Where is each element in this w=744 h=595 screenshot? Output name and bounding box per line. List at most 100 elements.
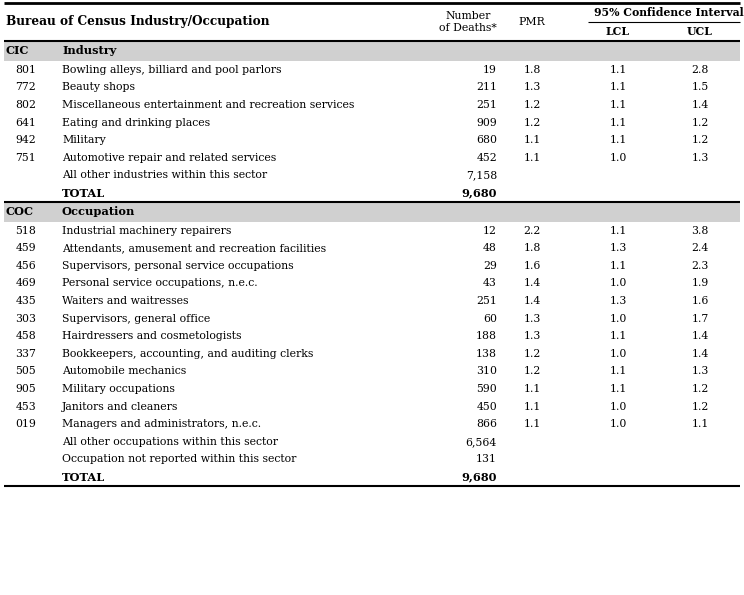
Text: 1.2: 1.2 [691, 118, 709, 127]
Text: 1.4: 1.4 [523, 278, 541, 289]
Text: 452: 452 [476, 153, 497, 163]
Text: Industry: Industry [62, 45, 116, 57]
Text: 2.3: 2.3 [691, 261, 709, 271]
Text: Occupation: Occupation [62, 206, 135, 217]
Text: LCL: LCL [606, 26, 630, 37]
Text: 3.8: 3.8 [691, 226, 709, 236]
Text: 1.3: 1.3 [691, 367, 709, 377]
Text: 1.1: 1.1 [523, 419, 541, 429]
Text: Number
of Deaths*: Number of Deaths* [439, 11, 497, 33]
Text: 1.1: 1.1 [609, 367, 626, 377]
Text: 1.8: 1.8 [523, 243, 541, 253]
Text: 458: 458 [15, 331, 36, 341]
Text: 1.0: 1.0 [609, 278, 626, 289]
Text: 1.1: 1.1 [523, 402, 541, 412]
Text: 1.4: 1.4 [691, 331, 708, 341]
Text: COC: COC [6, 206, 34, 217]
Text: Managers and administrators, n.e.c.: Managers and administrators, n.e.c. [62, 419, 261, 429]
Text: 680: 680 [476, 135, 497, 145]
Text: 1.0: 1.0 [609, 419, 626, 429]
Text: 29: 29 [483, 261, 497, 271]
Text: 1.1: 1.1 [609, 226, 626, 236]
Text: Bureau of Census Industry/Occupation: Bureau of Census Industry/Occupation [6, 15, 269, 29]
Text: CIC: CIC [6, 45, 29, 57]
Text: 1.2: 1.2 [523, 100, 541, 110]
Text: 456: 456 [15, 261, 36, 271]
Text: 1.0: 1.0 [609, 314, 626, 324]
Text: Automobile mechanics: Automobile mechanics [62, 367, 186, 377]
Text: 1.3: 1.3 [523, 314, 541, 324]
Text: 48: 48 [483, 243, 497, 253]
Text: 590: 590 [476, 384, 497, 394]
Text: Bookkeepers, accounting, and auditing clerks: Bookkeepers, accounting, and auditing cl… [62, 349, 313, 359]
Text: 1.3: 1.3 [691, 153, 709, 163]
Text: Military: Military [62, 135, 106, 145]
Text: PMR: PMR [519, 17, 545, 27]
Text: 1.2: 1.2 [691, 135, 709, 145]
Text: 450: 450 [476, 402, 497, 412]
Text: 211: 211 [476, 82, 497, 92]
Text: 303: 303 [15, 314, 36, 324]
Text: 909: 909 [476, 118, 497, 127]
Text: Industrial machinery repairers: Industrial machinery repairers [62, 226, 231, 236]
Text: 1.0: 1.0 [609, 349, 626, 359]
Bar [4, 202, 740, 222]
Text: 9,680: 9,680 [461, 471, 497, 483]
Text: 1.1: 1.1 [609, 65, 626, 75]
Text: 7,158: 7,158 [466, 170, 497, 180]
Text: 019: 019 [15, 419, 36, 429]
Text: 9,680: 9,680 [461, 187, 497, 199]
Text: 2.2: 2.2 [523, 226, 541, 236]
Text: 1.1: 1.1 [609, 384, 626, 394]
Text: 337: 337 [15, 349, 36, 359]
Text: UCL: UCL [687, 26, 713, 37]
Text: Supervisors, personal service occupations: Supervisors, personal service occupation… [62, 261, 294, 271]
Text: 1.9: 1.9 [691, 278, 708, 289]
Text: 2.8: 2.8 [691, 65, 709, 75]
Text: Automotive repair and related services: Automotive repair and related services [62, 153, 276, 163]
Text: 1.2: 1.2 [523, 367, 541, 377]
Text: 1.0: 1.0 [609, 402, 626, 412]
Text: 1.1: 1.1 [609, 331, 626, 341]
Text: TOTAL: TOTAL [62, 187, 105, 199]
Text: 905: 905 [15, 384, 36, 394]
Text: Eating and drinking places: Eating and drinking places [62, 118, 210, 127]
Text: All other industries within this sector: All other industries within this sector [62, 170, 267, 180]
Text: 251: 251 [476, 296, 497, 306]
Text: 435: 435 [15, 296, 36, 306]
Text: Beauty shops: Beauty shops [62, 82, 135, 92]
Text: Military occupations: Military occupations [62, 384, 175, 394]
Text: 1.4: 1.4 [691, 100, 708, 110]
Text: Waiters and waitresses: Waiters and waitresses [62, 296, 188, 306]
Text: 1.7: 1.7 [691, 314, 708, 324]
Text: 801: 801 [15, 65, 36, 75]
Text: 1.2: 1.2 [691, 384, 709, 394]
Text: 1.0: 1.0 [609, 153, 626, 163]
Text: 505: 505 [15, 367, 36, 377]
Text: 751: 751 [15, 153, 36, 163]
Text: 1.8: 1.8 [523, 65, 541, 75]
Text: 1.1: 1.1 [691, 419, 709, 429]
Text: 310: 310 [476, 367, 497, 377]
Text: 19: 19 [483, 65, 497, 75]
Text: 1.4: 1.4 [691, 349, 708, 359]
Text: 1.1: 1.1 [523, 135, 541, 145]
Text: Hairdressers and cosmetologists: Hairdressers and cosmetologists [62, 331, 242, 341]
Text: 1.2: 1.2 [691, 402, 709, 412]
Text: 1.2: 1.2 [523, 118, 541, 127]
Text: 60: 60 [483, 314, 497, 324]
Text: Janitors and cleaners: Janitors and cleaners [62, 402, 179, 412]
Text: Occupation not reported within this sector: Occupation not reported within this sect… [62, 455, 296, 465]
Text: 2.4: 2.4 [691, 243, 708, 253]
Text: Supervisors, general office: Supervisors, general office [62, 314, 211, 324]
Text: 518: 518 [15, 226, 36, 236]
Text: 1.6: 1.6 [691, 296, 709, 306]
Text: 1.2: 1.2 [523, 349, 541, 359]
Text: TOTAL: TOTAL [62, 471, 105, 483]
Text: 1.6: 1.6 [523, 261, 541, 271]
Text: 1.1: 1.1 [609, 261, 626, 271]
Text: 188: 188 [476, 331, 497, 341]
Text: 1.1: 1.1 [609, 118, 626, 127]
Text: 1.1: 1.1 [609, 82, 626, 92]
Text: 1.1: 1.1 [523, 153, 541, 163]
